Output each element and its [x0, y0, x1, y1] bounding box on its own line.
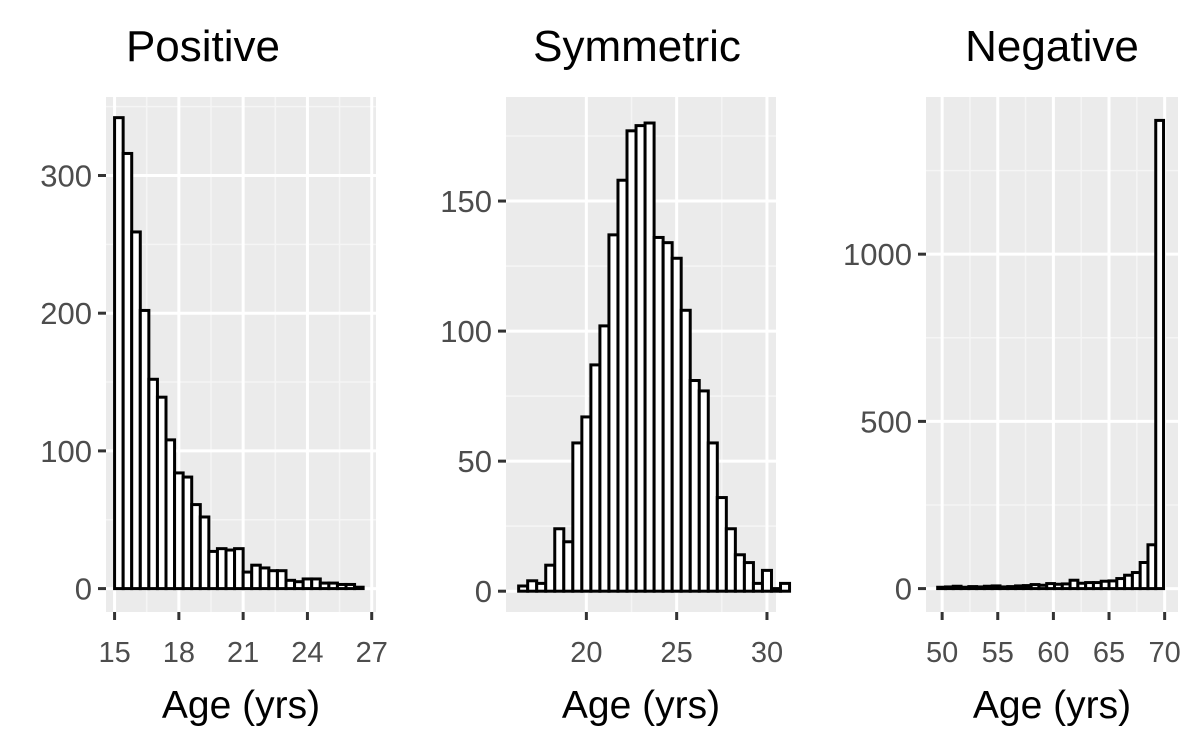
histogram-bar [353, 585, 365, 591]
y-tick-label: 0 [895, 572, 912, 607]
histogram-bar [1154, 118, 1166, 591]
x-tick-label: 15 [98, 637, 130, 669]
panel-title-negative: Negative [965, 22, 1139, 71]
panel-symmetric: Symmetric 0 50 100 150 20 25 30 Age (yrs) [440, 22, 792, 727]
x-tick-label: 18 [163, 637, 195, 669]
y-tick-label: 500 [860, 404, 912, 439]
x-tick-label: 24 [291, 637, 323, 669]
histogram-bar [742, 561, 755, 593]
plot-area-positive: 0 100 200 300 15 18 21 24 27 [40, 97, 388, 669]
x-tick-label: 65 [1093, 637, 1125, 669]
y-tick-label: 50 [458, 444, 492, 479]
x-tick-label: 55 [982, 637, 1014, 669]
panel-title-symmetric: Symmetric [533, 22, 741, 71]
histogram-bar [779, 581, 792, 593]
x-tick-label: 20 [570, 637, 602, 669]
y-tick-label: 100 [40, 434, 92, 469]
y-tick-label: 0 [75, 572, 92, 607]
x-tick-label: 21 [227, 637, 259, 669]
y-tick-label: 300 [40, 158, 92, 193]
x-tick-label: 27 [356, 637, 388, 669]
y-tick-label: 0 [475, 574, 492, 609]
y-tick-label: 1000 [843, 237, 912, 272]
x-axis-label-negative: Age (yrs) [973, 684, 1131, 727]
x-tick-label: 60 [1037, 637, 1069, 669]
y-tick-label: 200 [40, 296, 92, 331]
x-tick-label: 70 [1149, 637, 1181, 669]
x-axis-label-positive: Age (yrs) [162, 684, 320, 727]
x-tick-label: 30 [751, 637, 783, 669]
x-tick-label: 25 [661, 637, 693, 669]
plot-area-negative: 0 500 1000 50 55 60 65 70 [843, 97, 1181, 669]
plot-area-symmetric: 0 50 100 150 20 25 30 [440, 97, 792, 669]
histogram-bar [233, 547, 245, 591]
panel-positive: Positive 0 100 200 300 15 18 21 24 27 Age (yrs) [40, 22, 388, 727]
y-tick-label: 150 [440, 184, 492, 219]
x-axis-label-symmetric: Age (yrs) [562, 684, 720, 727]
x-tick-label: 50 [926, 637, 958, 669]
panel-title-positive: Positive [126, 22, 280, 71]
histogram-bar [760, 568, 773, 593]
panel-negative: Negative 0 500 1000 50 55 60 65 70 Age (yrs) [843, 22, 1181, 727]
y-tick-label: 100 [440, 314, 492, 349]
